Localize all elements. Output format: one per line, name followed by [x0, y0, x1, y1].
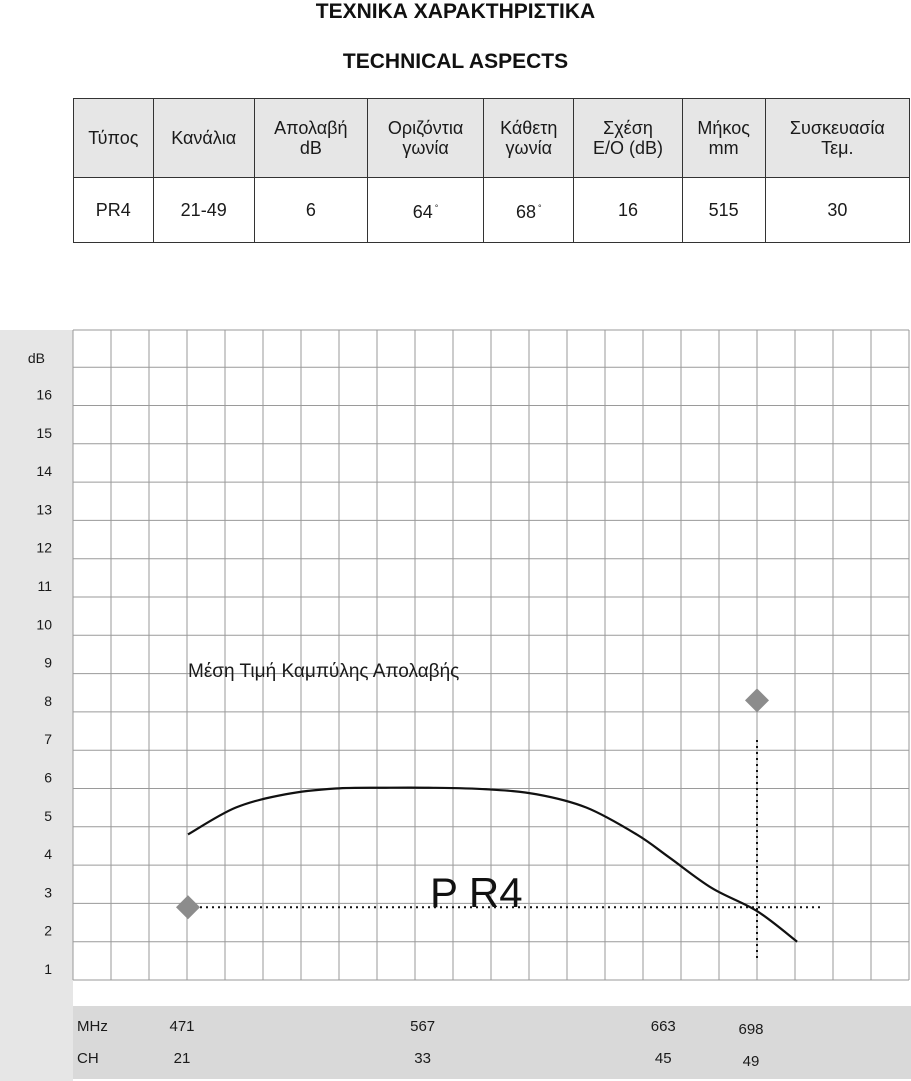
- y-tick-label: 6: [44, 770, 52, 786]
- y-tick-label: 7: [44, 731, 52, 747]
- y-tick-label: 10: [36, 616, 52, 632]
- header-vertical-angle: Κάθετη γωνία: [483, 98, 575, 178]
- x-tick-label: 45: [655, 1050, 672, 1067]
- y-tick-label: 4: [44, 846, 52, 862]
- x-tick-label: 33: [414, 1050, 431, 1067]
- x-tick-label: 471: [169, 1018, 194, 1035]
- y-tick-label: 5: [44, 808, 52, 824]
- y-tick-label: 3: [44, 884, 52, 900]
- series-label: P R4: [430, 869, 523, 916]
- x-tick-label: 698: [738, 1021, 763, 1038]
- y-tick-label: 12: [36, 540, 52, 556]
- x-tick-label: 663: [651, 1018, 676, 1035]
- spec-table: Τύπος Κανάλια Απολαβή dB Οριζόντια γωνία Κ…: [73, 98, 911, 243]
- header-gain: Απολαβή dB: [253, 98, 368, 178]
- header-type: Τύπος: [73, 98, 154, 178]
- x-tick-label: 567: [410, 1018, 435, 1035]
- spec-header-row: Τύπος Κανάλια Απολαβή dB Οριζόντια γωνία Κ…: [73, 98, 911, 178]
- value-channels: 21-49: [152, 177, 255, 243]
- y-tick-label: 9: [44, 655, 52, 671]
- header-packaging: Συσκευασία Τεμ.: [764, 98, 911, 178]
- y-tick-label: 14: [36, 463, 52, 479]
- y-tick-label: 11: [37, 578, 52, 594]
- diamond-marker: [745, 688, 769, 713]
- chart-annotation: Μέση Τιμή Καμπύλης Απολαβής: [188, 661, 459, 682]
- header-fb-ratio: Σχέση E/O (dB): [573, 98, 683, 178]
- y-tick-label: 2: [44, 923, 52, 939]
- spec-value-row: PR4 21-49 6 64 ° 68 ° 16 515 30: [73, 177, 911, 243]
- y-tick-label: 13: [36, 501, 52, 517]
- x-tick-label: 21: [174, 1050, 191, 1067]
- x-axis-row-label: MHz: [77, 1018, 108, 1035]
- gain-curve: [187, 786, 798, 943]
- y-tick-label: 15: [36, 425, 52, 441]
- y-tick-label: 1: [44, 961, 52, 977]
- y-tick-label: 8: [44, 693, 52, 709]
- value-horizontal-angle: 64 °: [366, 177, 485, 243]
- value-packaging: 30: [764, 177, 911, 243]
- x-tick-label: 49: [743, 1053, 760, 1070]
- value-gain: 6: [253, 177, 368, 243]
- x-axis-row-label: CH: [77, 1050, 99, 1067]
- degree-mark: °: [434, 203, 439, 213]
- chart-axis-strip: [0, 330, 73, 1081]
- title-english: TECHNICAL ASPECTS: [342, 50, 569, 73]
- header-length: Μήκος mm: [681, 98, 766, 178]
- value-fb-ratio: 16: [573, 177, 683, 243]
- header-horizontal-angle: Οριζόντια γωνία: [366, 98, 485, 178]
- title-greek: ΤΕΧΝΙΚΑ ΧΑΡΑΚΤΗΡΙΣΤΙΚΑ: [315, 0, 596, 23]
- y-axis-label: dB: [28, 350, 45, 366]
- degree-mark: °: [537, 203, 542, 213]
- header-channels: Κανάλια: [152, 98, 255, 178]
- value-type: PR4: [73, 177, 154, 243]
- value-vertical-angle: 68 °: [483, 177, 575, 243]
- y-tick-label: 16: [36, 387, 52, 403]
- chart-x-axis-band: [73, 1006, 911, 1079]
- diamond-marker: [176, 895, 200, 920]
